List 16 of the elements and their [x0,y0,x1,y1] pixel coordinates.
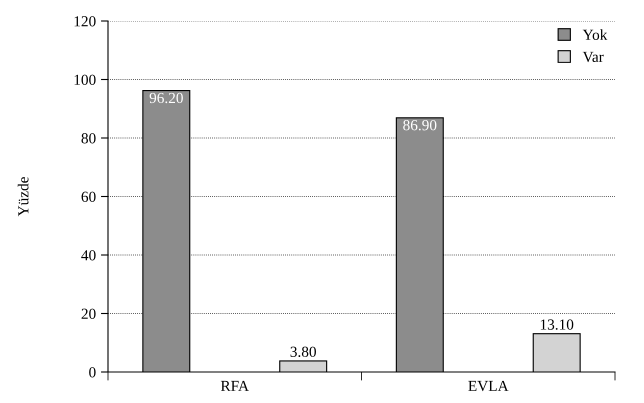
legend-label: Var [582,52,604,62]
x-tick-label: RFA [220,380,249,391]
y-axis-title: Yüzde [18,177,29,216]
y-tick-label: 40 [81,250,96,260]
data-label: 13.10 [540,319,574,330]
y-tick-label: 20 [82,308,96,319]
y-tick-label: 80 [82,133,96,144]
data-label: 86.90 [403,120,436,130]
y-tick-label: 0 [89,367,96,378]
y-tick-label: 120 [74,16,96,26]
x-tick-label: EVLA [468,380,509,392]
data-label: 96.20 [150,92,183,104]
data-label: 3.80 [290,346,316,357]
legend-label: Yok [582,29,608,40]
y-tick-label: 100 [74,74,96,85]
y-tick-label: 60 [82,192,96,202]
